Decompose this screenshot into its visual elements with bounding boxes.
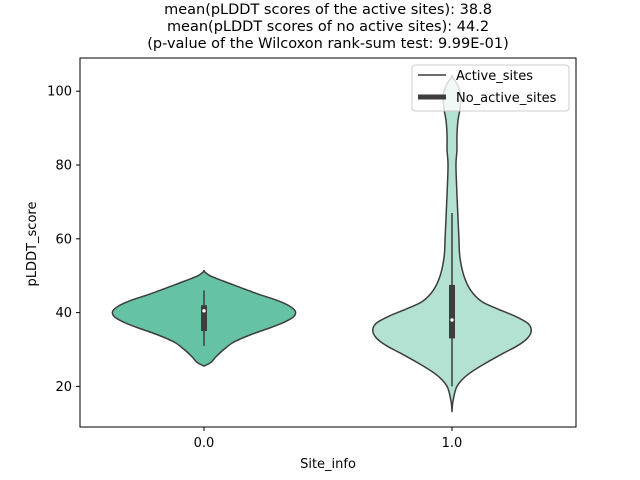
chart-title-line-3: (p-value of the Wilcoxon rank-sum test: … [147, 36, 508, 52]
iqr-box-no-active-sites [449, 284, 455, 339]
y-tick-label: 40 [55, 306, 72, 321]
legend-label-no-active-sites: No_active_sites [456, 91, 557, 106]
chart-title-line-2: mean(pLDDT scores of no active sites): 4… [167, 19, 489, 35]
x-axis: 0.0 1.0 [194, 427, 463, 451]
y-axis-label: pLDDT_score [25, 202, 40, 287]
plot-frame [79, 57, 577, 428]
y-tick-label: 80 [55, 159, 72, 174]
y-tick-label: 100 [47, 85, 72, 100]
iqr-box-active-sites [201, 305, 207, 332]
x-axis-label: Site_info [300, 457, 356, 472]
chart-title-line-1: mean(pLDDT scores of the active sites): … [164, 2, 492, 18]
median-dot-active-sites [202, 309, 206, 313]
median-dot-no-active-sites [450, 318, 454, 322]
y-tick-label: 60 [55, 232, 72, 247]
y-axis: 20 40 60 80 100 [47, 85, 80, 395]
legend-box [411, 64, 570, 112]
legend-label-active-sites: Active_sites [456, 69, 533, 84]
x-tick-label: 1.0 [442, 436, 463, 451]
violin-layer [111, 74, 532, 413]
y-tick-label: 20 [55, 380, 72, 395]
legend: Active_sites No_active_sites [411, 64, 570, 112]
x-tick-label: 0.0 [194, 436, 215, 451]
